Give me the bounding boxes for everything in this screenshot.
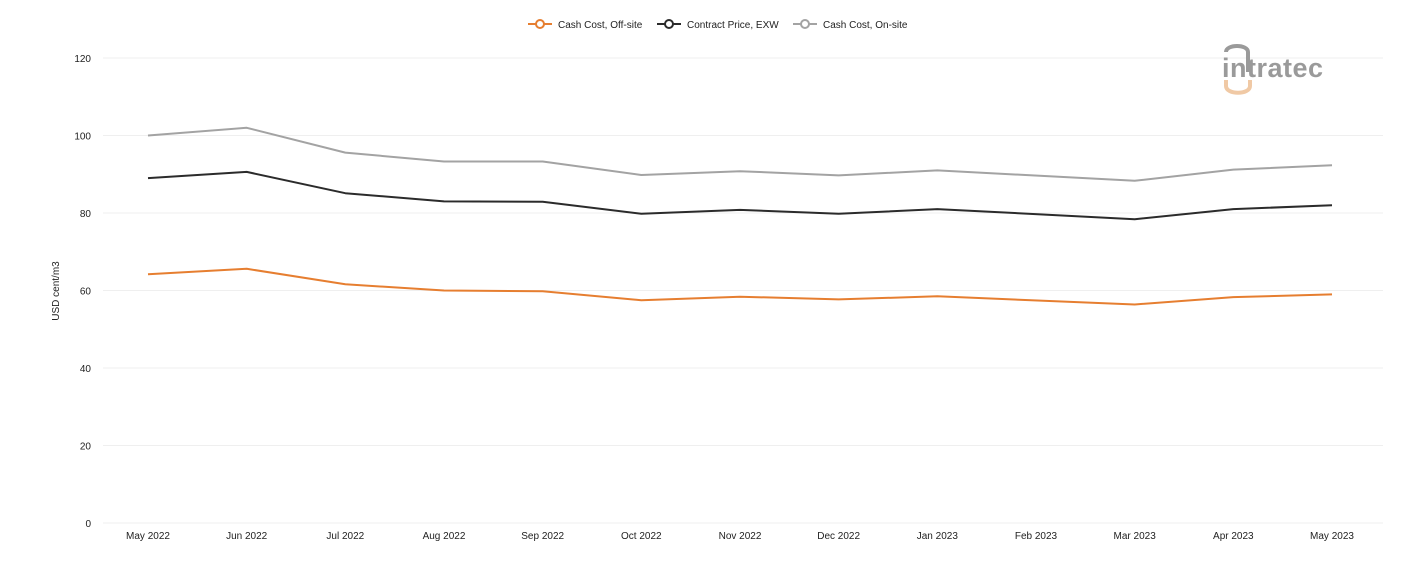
y-tick-label: 80 bbox=[80, 209, 92, 220]
logo-text: intratec bbox=[1222, 53, 1324, 83]
y-tick-label: 60 bbox=[80, 287, 92, 298]
series-lines bbox=[147, 126, 1333, 306]
gridlines bbox=[103, 57, 1383, 524]
y-axis-label: USD cent/m3 bbox=[51, 261, 62, 321]
legend-label: Contract Price, EXW bbox=[687, 20, 779, 31]
x-tick-label: Jul 2022 bbox=[326, 531, 364, 542]
x-tick-label: Oct 2022 bbox=[621, 531, 662, 542]
logo-swash-icon bbox=[1224, 80, 1252, 95]
x-tick-label: May 2023 bbox=[1310, 531, 1354, 542]
y-axis-ticks: 0 20 40 60 80 100 120 bbox=[74, 54, 91, 530]
x-tick-label: Jan 2023 bbox=[917, 531, 959, 542]
series-line-2 bbox=[147, 126, 1333, 182]
y-tick-label: 100 bbox=[74, 132, 91, 143]
y-tick-label: 20 bbox=[80, 442, 92, 453]
x-tick-label: May 2022 bbox=[126, 531, 170, 542]
legend-item-0[interactable]: Cash Cost, Off-site bbox=[528, 19, 643, 31]
legend-marker-icon bbox=[800, 19, 810, 29]
legend-label: Cash Cost, On-site bbox=[823, 20, 908, 31]
x-tick-label: Aug 2022 bbox=[423, 531, 466, 542]
x-tick-label: Dec 2022 bbox=[817, 531, 860, 542]
x-tick-label: Nov 2022 bbox=[719, 531, 762, 542]
x-tick-label: Mar 2023 bbox=[1114, 531, 1157, 542]
x-axis-ticks: May 2022 Jun 2022 Jul 2022 Aug 2022 Sep 2022… bbox=[126, 531, 1354, 542]
legend-marker-icon bbox=[535, 19, 545, 29]
legend-item-2[interactable]: Cash Cost, On-site bbox=[793, 19, 908, 31]
y-tick-label: 40 bbox=[80, 364, 92, 375]
y-tick-label: 120 bbox=[74, 54, 91, 65]
x-tick-label: Sep 2022 bbox=[521, 531, 564, 542]
x-tick-label: Apr 2023 bbox=[1213, 531, 1254, 542]
intratec-logo: intratec bbox=[1222, 44, 1324, 95]
series-line-1 bbox=[147, 170, 1333, 221]
y-tick-label: 0 bbox=[85, 519, 91, 530]
legend[interactable]: Cash Cost, Off-site Contract Price, EXW Ca… bbox=[528, 19, 908, 31]
series-line-0 bbox=[147, 267, 1333, 306]
legend-item-1[interactable]: Contract Price, EXW bbox=[657, 19, 779, 31]
legend-marker-icon bbox=[664, 19, 674, 29]
legend-label: Cash Cost, Off-site bbox=[558, 20, 643, 31]
x-tick-label: Feb 2023 bbox=[1015, 531, 1058, 542]
logo-mark-icon bbox=[1224, 44, 1250, 72]
x-tick-label: Jun 2022 bbox=[226, 531, 268, 542]
